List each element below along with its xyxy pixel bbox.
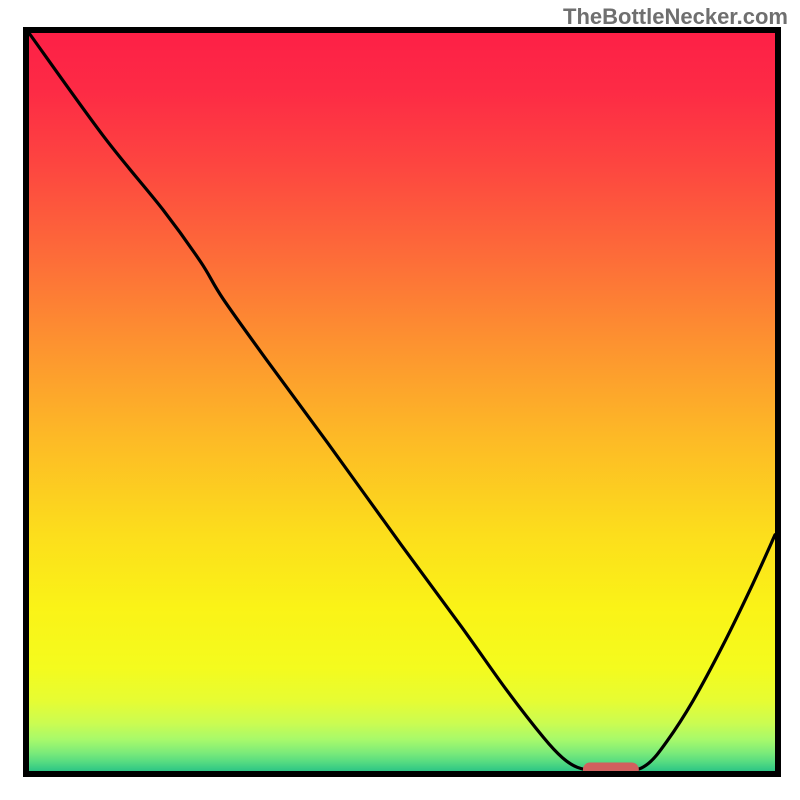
watermark-text: TheBottleNecker.com: [563, 4, 788, 30]
chart-svg: [0, 0, 800, 800]
chart-container: TheBottleNecker.com: [0, 0, 800, 800]
gradient-background: [29, 33, 775, 771]
